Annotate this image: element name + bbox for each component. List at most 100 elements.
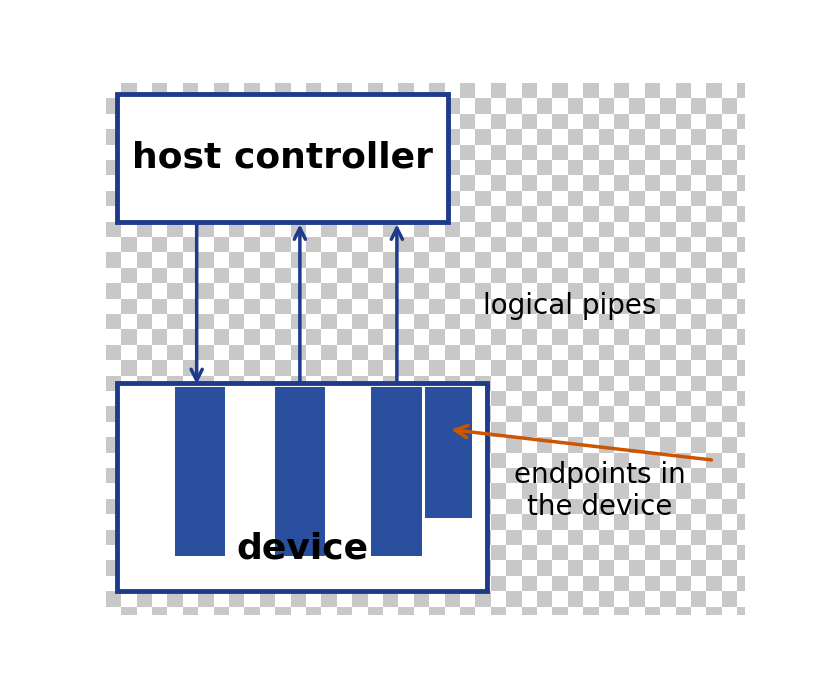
- Bar: [106, 437, 121, 453]
- Bar: [290, 406, 306, 422]
- Bar: [276, 252, 290, 267]
- Bar: [121, 545, 137, 560]
- Bar: [629, 560, 645, 576]
- Bar: [429, 437, 445, 453]
- Bar: [168, 607, 183, 622]
- Bar: [244, 576, 260, 591]
- Bar: [445, 560, 460, 576]
- Bar: [244, 360, 260, 375]
- Bar: [553, 607, 568, 622]
- Bar: [676, 237, 691, 252]
- Bar: [229, 206, 244, 222]
- Bar: [460, 591, 476, 607]
- Bar: [229, 267, 244, 283]
- Bar: [553, 144, 568, 160]
- Bar: [568, 560, 583, 576]
- Bar: [244, 375, 260, 391]
- Bar: [352, 206, 368, 222]
- Bar: [183, 114, 198, 129]
- Bar: [306, 591, 321, 607]
- Bar: [506, 222, 521, 237]
- Bar: [337, 545, 352, 560]
- Bar: [722, 453, 737, 468]
- Bar: [168, 206, 183, 222]
- Bar: [583, 160, 598, 176]
- Bar: [244, 144, 260, 160]
- Bar: [414, 499, 429, 514]
- Bar: [722, 345, 737, 360]
- Bar: [106, 375, 121, 391]
- Bar: [337, 576, 352, 591]
- Bar: [368, 206, 383, 222]
- Bar: [106, 453, 121, 468]
- Bar: [722, 191, 737, 206]
- Bar: [691, 330, 706, 345]
- Bar: [352, 191, 368, 206]
- Bar: [645, 591, 660, 607]
- Bar: [106, 114, 121, 129]
- Bar: [398, 576, 414, 591]
- Bar: [368, 160, 383, 176]
- Bar: [568, 514, 583, 529]
- Bar: [598, 237, 614, 252]
- Bar: [629, 283, 645, 299]
- Bar: [537, 191, 553, 206]
- Bar: [183, 160, 198, 176]
- Bar: [398, 237, 414, 252]
- Bar: [491, 330, 506, 345]
- Bar: [106, 129, 121, 144]
- Bar: [290, 576, 306, 591]
- Bar: [213, 514, 229, 529]
- Bar: [337, 222, 352, 237]
- Bar: [676, 222, 691, 237]
- Bar: [429, 191, 445, 206]
- Bar: [629, 129, 645, 144]
- Bar: [306, 468, 321, 483]
- Bar: [290, 468, 306, 483]
- Bar: [691, 114, 706, 129]
- Bar: [568, 391, 583, 406]
- Bar: [506, 576, 521, 591]
- Bar: [706, 607, 722, 622]
- Bar: [706, 267, 722, 283]
- Bar: [276, 330, 290, 345]
- Bar: [152, 591, 168, 607]
- Bar: [676, 406, 691, 422]
- Bar: [290, 144, 306, 160]
- Bar: [198, 252, 213, 267]
- Bar: [660, 160, 676, 176]
- Bar: [629, 83, 645, 98]
- Bar: [168, 437, 183, 453]
- Bar: [198, 267, 213, 283]
- Bar: [553, 560, 568, 576]
- Bar: [106, 576, 121, 591]
- Bar: [706, 514, 722, 529]
- Bar: [429, 529, 445, 545]
- Bar: [676, 514, 691, 529]
- Bar: [198, 437, 213, 453]
- Bar: [152, 299, 168, 314]
- Bar: [276, 360, 290, 375]
- Bar: [445, 545, 460, 560]
- Bar: [321, 283, 337, 299]
- Bar: [476, 422, 491, 437]
- Bar: [276, 83, 290, 98]
- Bar: [521, 437, 537, 453]
- Bar: [476, 237, 491, 252]
- Bar: [168, 545, 183, 560]
- Bar: [306, 375, 321, 391]
- Bar: [676, 391, 691, 406]
- Bar: [722, 437, 737, 453]
- Bar: [276, 483, 290, 499]
- Bar: [691, 83, 706, 98]
- Bar: [629, 314, 645, 330]
- Bar: [137, 499, 152, 514]
- Bar: [383, 299, 398, 314]
- Bar: [229, 114, 244, 129]
- Bar: [722, 299, 737, 314]
- Bar: [106, 514, 121, 529]
- Bar: [337, 437, 352, 453]
- Bar: [537, 437, 553, 453]
- Bar: [645, 529, 660, 545]
- Bar: [137, 406, 152, 422]
